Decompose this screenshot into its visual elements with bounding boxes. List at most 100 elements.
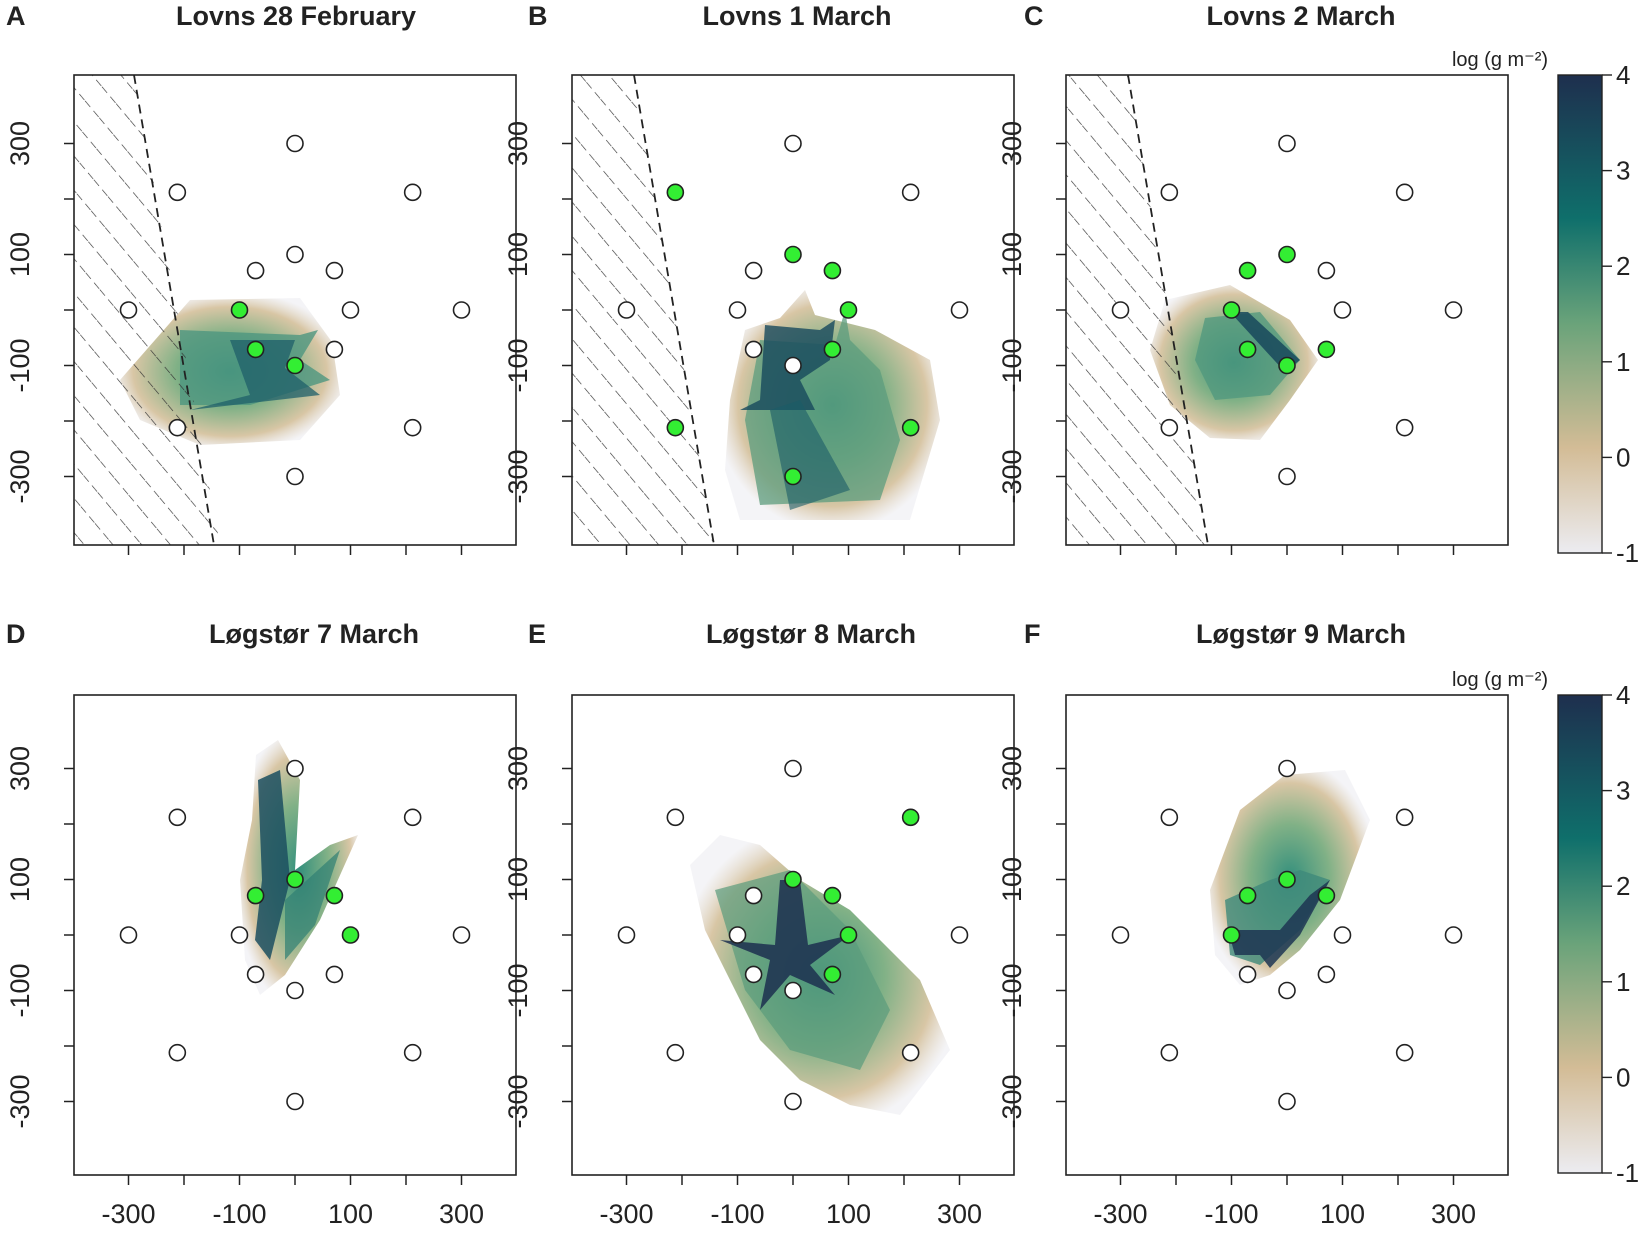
station-empty xyxy=(246,965,265,984)
y-tick-label: -100 xyxy=(5,338,35,392)
station-empty xyxy=(246,261,265,280)
station-empty xyxy=(1111,301,1130,319)
station-empty xyxy=(168,183,187,202)
station-empty xyxy=(1278,981,1296,1000)
colorbar-tick-label: -1 xyxy=(1616,1158,1639,1188)
station-empty xyxy=(1444,301,1463,319)
colorbar-ticks: 4 3 2 1 0 -1 xyxy=(1602,60,1639,568)
density-surface xyxy=(725,290,940,520)
station-markers xyxy=(1111,134,1463,486)
station-detected xyxy=(784,870,802,889)
station-detected xyxy=(1222,301,1241,319)
axes: 300 100 -100 -300 xyxy=(997,121,1455,555)
station-empty xyxy=(168,808,187,827)
panel-title: Lovns 2 March xyxy=(1206,1,1395,31)
station-empty xyxy=(1160,808,1179,827)
panel-title: Løgstør 9 March xyxy=(1196,619,1406,649)
colorbar-top: log (g m⁻²) 4 3 2 1 0 -1 xyxy=(1452,49,1639,568)
colorbar-ticks: 4 3 2 1 0 -1 xyxy=(1602,680,1639,1188)
station-markers xyxy=(119,759,471,1111)
station-empty xyxy=(452,301,471,319)
shoreline xyxy=(1127,74,1209,546)
station-empty xyxy=(1278,134,1296,153)
colorbar-bottom: log (g m⁻²) 4 3 2 1 0 -1 xyxy=(1452,669,1639,1188)
station-markers xyxy=(119,134,471,486)
y-tick-label: 100 xyxy=(5,232,35,277)
station-detected xyxy=(246,886,265,905)
x-tick-label: -100 xyxy=(710,1199,764,1229)
y-tick-label: -100 xyxy=(503,338,533,392)
panel-letter: B xyxy=(528,1,548,31)
station-empty xyxy=(744,965,763,984)
colorbar-gradient xyxy=(1557,694,1603,1174)
y-tick-label: 100 xyxy=(503,857,533,902)
x-tick-label: 100 xyxy=(1320,1199,1365,1229)
panel-letter: F xyxy=(1024,619,1041,649)
station-empty xyxy=(1160,1043,1179,1062)
colorbar-tick-label: 1 xyxy=(1616,967,1630,997)
y-tick-label: 300 xyxy=(997,121,1027,166)
station-empty xyxy=(325,965,344,984)
density-surface xyxy=(1150,285,1318,440)
station-empty xyxy=(168,1043,187,1062)
shoreline xyxy=(633,74,715,546)
x-tick-label: -100 xyxy=(212,1199,266,1229)
station-detected xyxy=(1222,926,1241,944)
station-detected xyxy=(1317,340,1336,359)
station-empty xyxy=(119,301,138,319)
station-detected xyxy=(823,340,842,359)
station-empty xyxy=(1160,418,1179,437)
colorbar-tick-label: -1 xyxy=(1616,538,1639,568)
panel-letter: A xyxy=(6,1,26,31)
x-tick-label: 100 xyxy=(826,1199,871,1229)
station-detected xyxy=(286,870,304,889)
station-detected xyxy=(246,340,265,359)
station-detected xyxy=(666,418,685,437)
station-empty xyxy=(286,1092,304,1111)
station-detected xyxy=(823,886,842,905)
station-detected xyxy=(286,356,304,375)
x-tick-label: -300 xyxy=(599,1199,653,1229)
colorbar-title: log (g m⁻²) xyxy=(1452,49,1548,71)
colorbar-title: log (g m⁻²) xyxy=(1452,669,1548,691)
station-empty xyxy=(286,245,304,264)
colorbar-tick-label: 2 xyxy=(1616,251,1630,281)
x-tick-label: 300 xyxy=(439,1199,484,1229)
y-tick-label: 100 xyxy=(503,232,533,277)
station-detected xyxy=(1278,356,1296,375)
station-empty xyxy=(901,1043,920,1062)
station-empty xyxy=(784,981,802,1000)
y-tick-label: 300 xyxy=(5,121,35,166)
x-tick-label: 300 xyxy=(937,1199,982,1229)
x-tick-label: -300 xyxy=(1093,1199,1147,1229)
y-tick-label: -300 xyxy=(5,449,35,503)
y-tick-label: -300 xyxy=(503,1074,533,1128)
x-tick-label: -300 xyxy=(101,1199,155,1229)
colorbar-gradient xyxy=(1557,74,1603,554)
station-empty xyxy=(744,340,763,359)
axes: -300 -100 100 300 300 100 -100 -300 xyxy=(503,746,982,1229)
y-tick-label: -300 xyxy=(503,449,533,503)
station-empty xyxy=(666,1043,685,1062)
panel-title: Løgstør 8 March xyxy=(706,619,916,649)
station-empty xyxy=(1111,926,1130,944)
y-tick-label: 100 xyxy=(997,232,1027,277)
station-empty xyxy=(728,926,747,944)
station-empty xyxy=(950,926,969,944)
station-detected xyxy=(901,418,920,437)
station-detected xyxy=(784,245,802,264)
station-empty xyxy=(1333,926,1352,944)
station-detected xyxy=(666,183,685,202)
station-empty xyxy=(617,926,636,944)
station-empty xyxy=(403,418,422,437)
station-detected xyxy=(839,301,858,319)
station-empty xyxy=(744,886,763,905)
y-tick-label: 100 xyxy=(997,857,1027,902)
colorbar-tick-label: 3 xyxy=(1616,156,1630,186)
station-markers xyxy=(1111,759,1463,1111)
panel-e: E Løgstør 8 March -300 -100 100 300 300 100 -1… xyxy=(503,619,1015,1229)
station-empty xyxy=(1317,965,1336,984)
y-tick-label: -300 xyxy=(997,449,1027,503)
station-detected xyxy=(325,886,344,905)
